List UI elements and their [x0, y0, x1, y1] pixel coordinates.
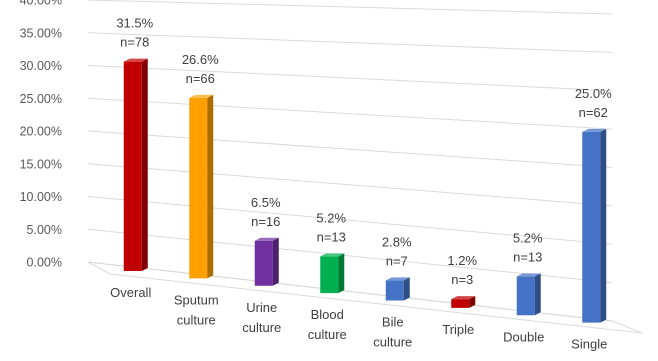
- category-label: culture: [308, 327, 347, 342]
- bar-side: [272, 237, 279, 286]
- bar-top: [254, 237, 279, 241]
- data-label-percent: 1.2%: [447, 253, 477, 268]
- bar-front: [189, 97, 208, 279]
- category-label: Urine: [246, 300, 277, 315]
- category-label: Blood: [311, 307, 344, 322]
- x-axis: Overall Sputum culture Urine culture Blood cul…: [110, 285, 607, 352]
- gridline: [87, 97, 613, 130]
- bar-side: [338, 253, 345, 294]
- y-tick-label: 35.00%: [20, 26, 62, 40]
- y-tick-label: 0.00%: [27, 256, 62, 270]
- bar-front: [320, 256, 339, 294]
- bar: [451, 296, 476, 308]
- bar: [189, 94, 214, 279]
- data-label-percent: 5.2%: [316, 210, 346, 225]
- data-label-count: n=66: [186, 71, 215, 86]
- bar-top: [320, 253, 345, 257]
- data-label-percent: 6.5%: [251, 195, 281, 210]
- bar: [516, 273, 541, 316]
- bar: [582, 128, 607, 323]
- y-tick-label: 20.00%: [20, 125, 62, 139]
- gridline: [87, 196, 613, 245]
- category-label: culture: [373, 335, 412, 350]
- bars: [123, 58, 607, 323]
- bar-side: [403, 277, 410, 301]
- y-tick-label: 5.00%: [27, 223, 62, 237]
- y-tick-label: 40.00%: [20, 0, 62, 8]
- y-tick-label: 25.00%: [20, 92, 62, 106]
- data-labels: 31.5% n=78 26.6% n=66 6.5% n=16 5.2% n=13 2.8% n=…: [116, 16, 612, 287]
- bar-side: [600, 128, 607, 323]
- category-label: culture: [242, 320, 281, 335]
- gridline: [87, 163, 613, 207]
- category-label: Double: [503, 329, 544, 344]
- bar: [254, 237, 279, 286]
- category-label: culture: [177, 312, 216, 327]
- bar-side: [534, 273, 541, 316]
- bar-front: [123, 61, 142, 272]
- data-label-percent: 26.6%: [182, 52, 219, 67]
- bar: [123, 58, 148, 272]
- bar-top: [516, 273, 541, 277]
- bar-side: [141, 58, 148, 272]
- category-label: Bile: [382, 315, 404, 330]
- bar-side: [469, 296, 476, 308]
- data-label-count: n=62: [579, 105, 608, 120]
- chart-floor: [87, 261, 643, 334]
- bar-top: [385, 277, 410, 281]
- data-label-percent: 31.5%: [116, 16, 153, 31]
- floor-plane: [87, 261, 643, 334]
- bar-top: [582, 128, 607, 132]
- data-label-count: n=78: [120, 35, 149, 50]
- data-label-percent: 5.2%: [513, 230, 543, 245]
- data-label-percent: 2.8%: [382, 234, 412, 249]
- bar-front: [451, 299, 470, 308]
- bar-front: [254, 240, 273, 286]
- y-tick-label: 15.00%: [20, 157, 62, 171]
- gridline: [87, 32, 613, 53]
- bar-top: [451, 296, 476, 300]
- bar-front: [582, 131, 601, 323]
- data-label-count: n=13: [513, 249, 542, 264]
- y-axis: 0.00% 5.00% 10.00% 15.00% 20.00% 25.00% 30.00%…: [20, 0, 62, 270]
- data-label-count: n=3: [451, 272, 473, 287]
- data-label-count: n=7: [386, 253, 408, 268]
- data-label-percent: 25.0%: [575, 86, 612, 101]
- bar-top: [189, 94, 214, 98]
- bar-side: [207, 94, 214, 279]
- data-label-count: n=16: [251, 214, 280, 229]
- bar-top: [123, 58, 148, 62]
- category-label: Overall: [110, 285, 151, 300]
- gridline: [87, 130, 613, 168]
- category-label: Single: [571, 337, 607, 352]
- gridlines: [87, 0, 613, 322]
- bar-front: [385, 280, 404, 301]
- y-tick-label: 10.00%: [20, 190, 62, 204]
- category-label: Sputum: [174, 292, 219, 307]
- gridline: [87, 0, 613, 15]
- category-label: Triple: [442, 322, 474, 337]
- data-label-count: n=13: [317, 229, 346, 244]
- bar: [385, 277, 410, 301]
- y-tick-label: 30.00%: [20, 59, 62, 73]
- bar-front: [516, 276, 535, 316]
- bar: [320, 253, 345, 294]
- gridline: [87, 65, 613, 92]
